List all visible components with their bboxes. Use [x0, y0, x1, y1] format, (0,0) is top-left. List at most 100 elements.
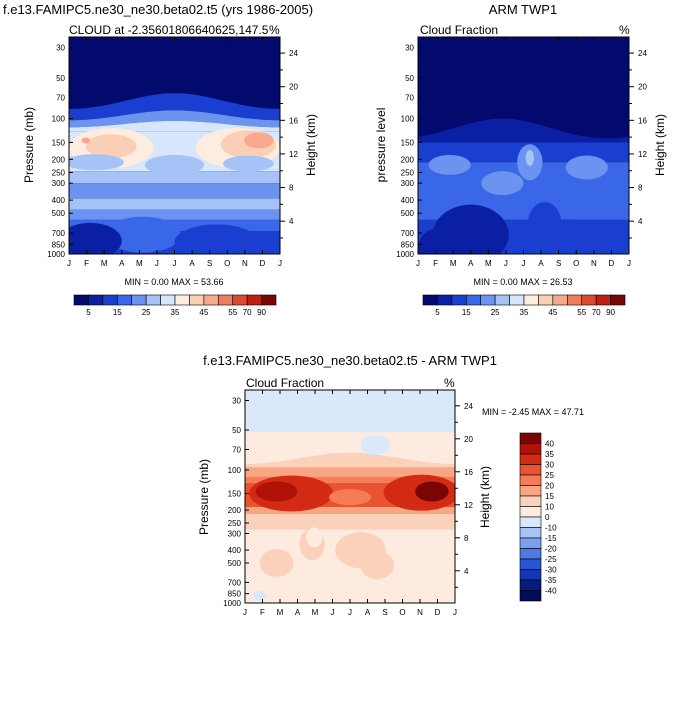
- y2-tick-label: 16: [464, 468, 473, 477]
- chart-subtitle: Cloud Fraction: [246, 376, 324, 390]
- x-tick-label: S: [556, 259, 561, 268]
- contour-band: [69, 209, 280, 220]
- chart-subtitle: CLOUD at -2.35601806640625,147.5: [69, 23, 269, 37]
- contour-cell: [85, 134, 137, 159]
- colorbar-swatch: [519, 569, 542, 581]
- colorbar-swatch: [246, 294, 262, 306]
- panel-difference: f.e13.FAMIPC5.ne30_ne30.beta02.t5 - ARM …: [197, 353, 584, 617]
- x-tick-label: J: [243, 608, 247, 617]
- colorbar-swatch: [519, 474, 542, 486]
- contour-band: [69, 110, 280, 128]
- contour-field: [69, 37, 280, 254]
- x-tick-label: D: [260, 259, 266, 268]
- y-tick-label: 700: [52, 229, 66, 238]
- chart-title: f.e13.FAMIPC5.ne30_ne30.beta02.t5 (yrs 1…: [3, 2, 313, 17]
- colorbar-label: -35: [545, 576, 557, 585]
- y-tick-label: 1000: [223, 599, 241, 608]
- colorbar-swatch: [519, 495, 542, 507]
- colorbar-label: -15: [545, 534, 557, 543]
- y2-tick-label: 12: [289, 150, 298, 159]
- colorbar-label: 35: [545, 450, 554, 459]
- contour-cell: [223, 155, 274, 172]
- contour-band: [69, 198, 280, 210]
- y-tick-label: 200: [52, 155, 66, 164]
- panel-model: f.e13.FAMIPC5.ne30_ne30.beta02.t5 (yrs 1…: [3, 2, 318, 317]
- x-tick-label: A: [365, 608, 371, 617]
- chart-title: ARM TWP1: [489, 2, 557, 17]
- min-max-stats: MIN = 0.00 MAX = 26.53: [473, 277, 572, 287]
- y-tick-label: 30: [56, 44, 65, 53]
- colorbar-label: 35: [171, 308, 180, 317]
- y-tick-label: 400: [228, 546, 242, 555]
- colorbar-label: 70: [243, 308, 252, 317]
- y-tick-label: 250: [52, 168, 66, 177]
- colorbar-label: -40: [545, 587, 557, 596]
- x-tick-label: M: [485, 259, 492, 268]
- y-tick-label: 1000: [396, 250, 414, 259]
- y2-tick-label: 16: [638, 116, 647, 125]
- contour-cell: [428, 154, 471, 175]
- colorbar-swatch: [73, 294, 89, 306]
- x-tick-label: N: [417, 608, 423, 617]
- contour-cell: [144, 154, 205, 175]
- colorbar-swatch: [519, 558, 542, 570]
- colorbar-swatch: [480, 294, 496, 306]
- colorbar-swatch: [595, 294, 611, 306]
- colorbar-label: 5: [86, 308, 91, 317]
- y-tick-label: 100: [401, 115, 415, 124]
- y-tick-label: 200: [401, 155, 415, 164]
- contour-band: [69, 93, 280, 121]
- colorbar-swatch: [422, 294, 438, 306]
- colorbar-swatch: [519, 548, 542, 560]
- min-max-stats: MIN = -2.45 MAX = 47.71: [482, 407, 584, 417]
- contour-cell: [305, 527, 323, 548]
- x-tick-label: A: [119, 259, 125, 268]
- x-tick-label: J: [348, 608, 352, 617]
- y-tick-label: 200: [228, 506, 242, 515]
- y-tick-label: 400: [52, 196, 66, 205]
- y2-tick-label: 24: [289, 49, 298, 58]
- y-tick-label: 70: [56, 94, 65, 103]
- x-tick-label: F: [433, 259, 438, 268]
- x-tick-label: M: [312, 608, 319, 617]
- x-tick-label: M: [450, 259, 457, 268]
- y-tick-label: 150: [52, 138, 66, 147]
- colorbar-label: 5: [435, 308, 440, 317]
- x-tick-label: D: [435, 608, 441, 617]
- colorbar-swatch: [519, 579, 542, 591]
- x-tick-label: A: [295, 608, 301, 617]
- x-tick-label: J: [453, 608, 457, 617]
- x-tick-label: A: [468, 259, 474, 268]
- y2-tick-label: 4: [638, 217, 643, 226]
- colorbar-swatch: [465, 294, 482, 306]
- colorbar-swatch: [581, 294, 597, 306]
- colorbar-swatch: [174, 294, 190, 306]
- contour-cell: [259, 548, 294, 577]
- x-tick-label: M: [101, 259, 108, 268]
- colorbar-swatch: [519, 485, 542, 497]
- x-tick-label: A: [538, 259, 544, 268]
- contour-band: [418, 118, 629, 143]
- colorbar-swatch: [519, 432, 542, 444]
- contour-cell: [253, 590, 266, 601]
- x-tick-label: S: [207, 259, 212, 268]
- colorbar-swatch: [509, 294, 525, 306]
- contour-cell: [104, 216, 181, 253]
- chart-title: f.e13.FAMIPC5.ne30_ne30.beta02.t5 - ARM …: [203, 353, 497, 368]
- colorbar-label: 15: [462, 308, 471, 317]
- axes: J F M A M J J A S O N D J305070100150200250300400500…: [396, 37, 647, 268]
- y2-tick-label: 12: [638, 150, 647, 159]
- x-tick-label: D: [609, 259, 615, 268]
- colorbar-swatch: [261, 294, 277, 306]
- x-tick-label: S: [382, 608, 387, 617]
- colorbar-label: 25: [491, 308, 500, 317]
- colorbar-label: 90: [257, 308, 266, 317]
- axes: J F M A M J J A S O N D J305070100150200250300400500…: [223, 390, 473, 617]
- units-label: %: [444, 376, 455, 390]
- contour-cell: [244, 132, 274, 149]
- contour-cell: [174, 224, 259, 254]
- colorbar-swatch: [519, 453, 542, 465]
- contour-cell: [525, 149, 535, 166]
- y2-axis-label: Height (km): [653, 114, 667, 176]
